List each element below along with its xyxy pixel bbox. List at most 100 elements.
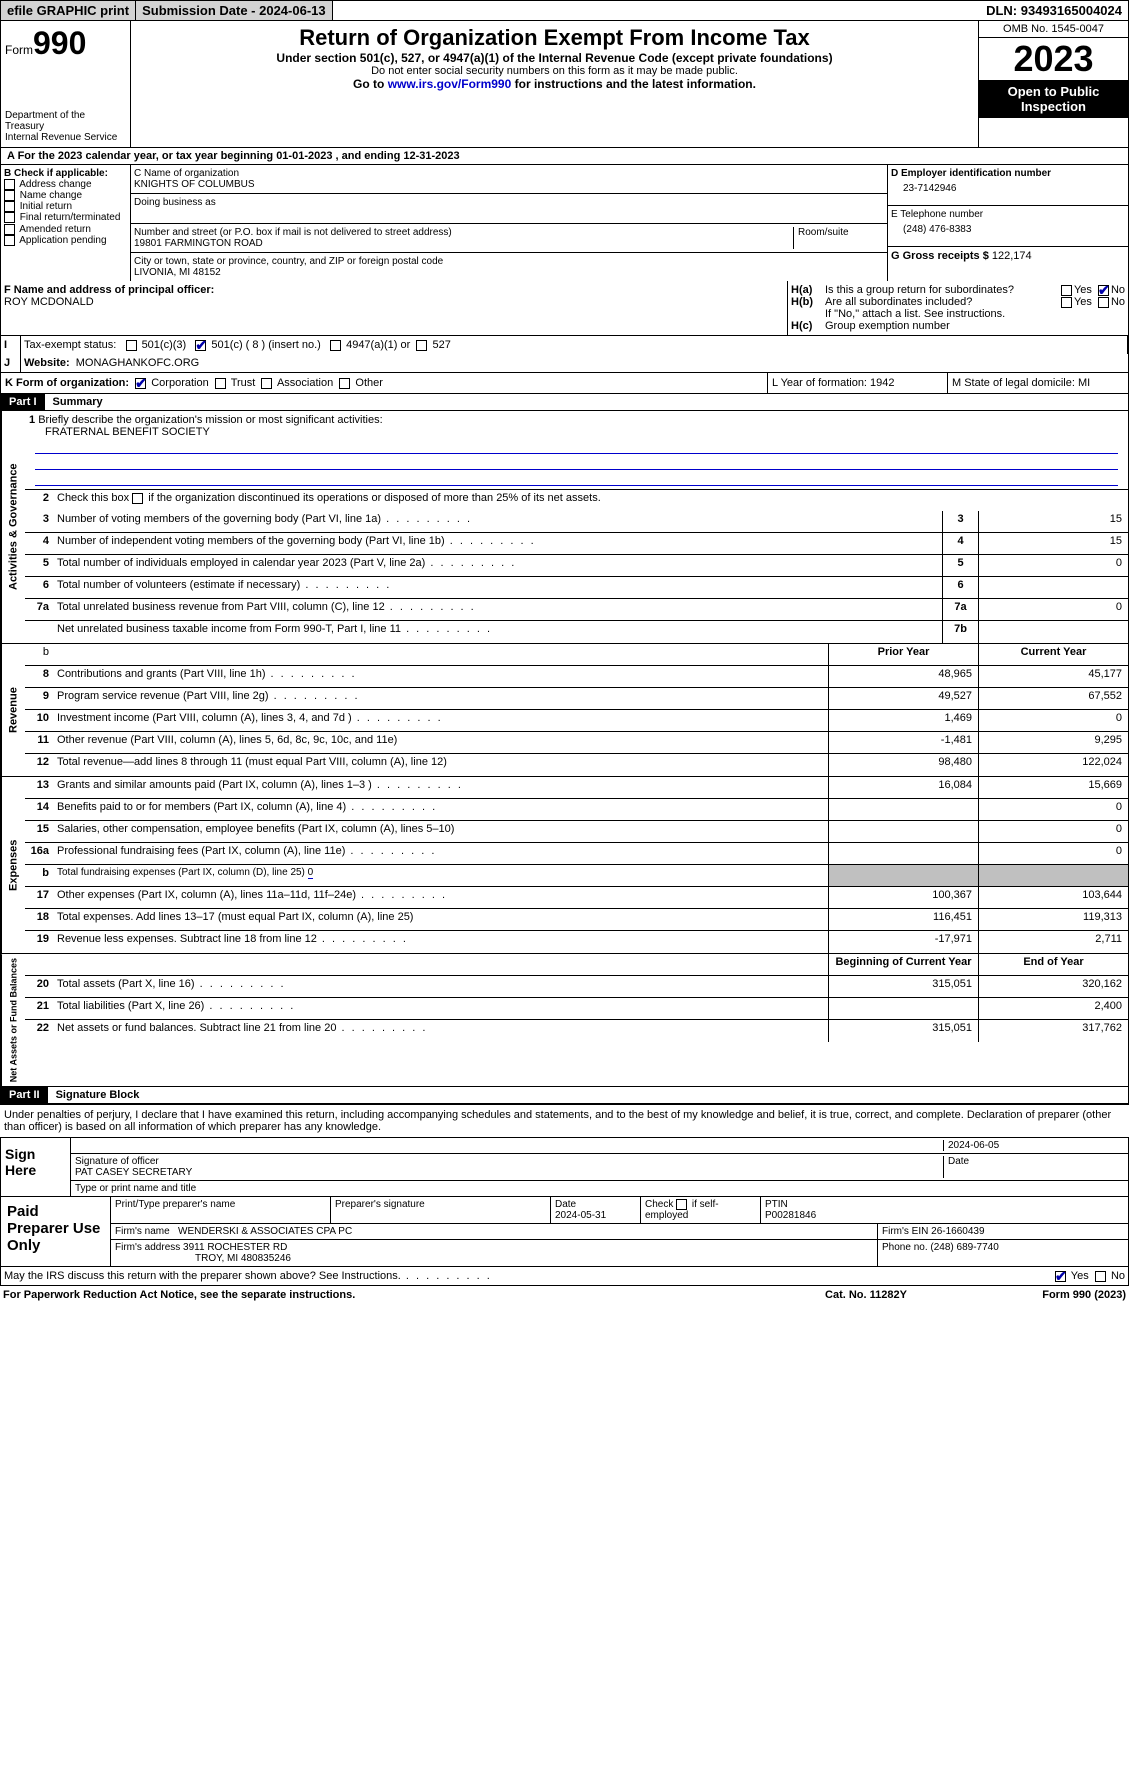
checkbox-icon [4,190,15,201]
vtab-governance: Activities & Governance [1,411,25,643]
state-domicile: M State of legal domicile: MI [948,373,1128,393]
sign-here-block: Sign Here 2024-06-05 Signature of office… [0,1137,1129,1197]
line6-val [978,577,1128,598]
part1-header: Part I Summary [0,394,1129,411]
chk-address[interactable]: Address change [4,179,127,190]
section-bcdefg: B Check if applicable: Address change Na… [0,165,1129,281]
column-cf: C Name of organization KNIGHTS OF COLUMB… [131,165,888,281]
checkbox-icon[interactable] [1061,285,1072,296]
vtab-expenses: Expenses [1,777,25,953]
part2-header: Part II Signature Block [0,1087,1129,1104]
checkbox-icon[interactable] [261,378,272,389]
tax-year: 2023 [979,38,1128,80]
chk-amended[interactable]: Amended return [4,224,127,235]
rule-line [35,454,1118,470]
discuss-row: May the IRS discuss this return with the… [0,1267,1129,1286]
b-title: B Check if applicable: [4,168,127,179]
gross-value: 122,174 [992,250,1032,262]
paperwork-notice: For Paperwork Reduction Act Notice, see … [3,1289,766,1301]
part2-tag: Part II [1,1087,48,1103]
chk-pending[interactable]: Application pending [4,235,127,246]
checkbox-icon[interactable] [1061,297,1072,308]
firm-addr1: 3911 ROCHESTER RD [183,1242,287,1253]
line1: 1 Briefly describe the organization's mi… [25,411,1128,489]
h-section: H(a) Is this a group return for subordin… [788,281,1128,335]
goto-line: Go to www.irs.gov/Form990 for instructio… [139,77,970,91]
part1-tag: Part I [1,394,45,410]
summary-expenses: Expenses 13Grants and similar amounts pa… [0,777,1129,954]
gross-box: G Gross receipts $ 122,174 [888,247,1128,265]
row-klm: K Form of organization: Corporation Trus… [0,373,1129,394]
checkbox-icon[interactable] [330,340,341,351]
officer-name: ROY MCDONALD [4,296,784,308]
chk-initial[interactable]: Initial return [4,201,127,212]
org-name-box: C Name of organization KNIGHTS OF COLUMB… [131,165,887,194]
line2: Check this box if the organization disco… [53,490,1128,511]
firm-addr2: TROY, MI 480835246 [115,1253,291,1264]
checkbox-icon[interactable] [416,340,427,351]
checkbox-checked-icon[interactable] [1098,285,1109,296]
open-public: Open to Public Inspection [979,80,1128,118]
firm-ein: 26-1660439 [931,1226,984,1237]
part2-title: Signature Block [48,1087,148,1103]
dba-box: Doing business as [131,194,887,224]
website-value: MONAGHANKOFC.ORG [76,357,199,369]
firm-name: WENDERSKI & ASSOCIATES CPA PC [178,1226,352,1237]
row-i: I Tax-exempt status: 501(c)(3) 501(c) ( … [0,336,1129,354]
form-number: Form990 [5,25,126,62]
col-current: Current Year [978,644,1128,665]
checkbox-icon[interactable] [339,378,350,389]
principal-officer: F Name and address of principal officer:… [1,281,788,335]
checkbox-checked-icon[interactable] [195,340,206,351]
row-fh: F Name and address of principal officer:… [0,281,1129,336]
checkbox-checked-icon[interactable] [135,378,146,389]
org-name: KNIGHTS OF COLUMBUS [134,179,884,190]
website: Website: MONAGHANKOFC.ORG [21,354,1128,372]
form-subtitle: Under section 501(c), 527, or 4947(a)(1)… [139,51,970,65]
vtab-netassets: Net Assets or Fund Balances [1,954,25,1086]
chk-name[interactable]: Name change [4,190,127,201]
top-bar: efile GRAPHIC print Submission Date - 20… [0,0,1129,21]
checkbox-icon[interactable] [1095,1271,1106,1282]
tel-box: E Telephone number (248) 476-8383 [888,206,1128,247]
vtab-revenue: Revenue [1,644,25,776]
checkbox-icon [4,235,15,246]
efile-label[interactable]: efile GRAPHIC print [1,1,136,20]
line7a-val: 0 [978,599,1128,620]
checkbox-icon[interactable] [132,493,143,504]
year-formation: L Year of formation: 1942 [768,373,948,393]
checkbox-icon[interactable] [215,378,226,389]
checkbox-icon [4,179,15,190]
sig-declaration: Under penalties of perjury, I declare th… [0,1104,1129,1137]
header-left: Form990 Department of the Treasury Inter… [1,21,131,147]
officer-signature: PAT CASEY SECRETARY [75,1167,943,1178]
col-prior: Prior Year [828,644,978,665]
paid-preparer-block: Paid Preparer Use Only Print/Type prepar… [0,1197,1129,1267]
dept-irs: Internal Revenue Service [5,132,126,143]
firm-phone: (248) 689-7740 [930,1242,998,1253]
col-end: End of Year [978,954,1128,975]
goto-link[interactable]: www.irs.gov/Form990 [388,77,512,91]
paid-preparer-label: Paid Preparer Use Only [1,1197,111,1266]
ptin: P00281846 [765,1210,816,1221]
omb-no: OMB No. 1545-0047 [979,21,1128,38]
checkbox-checked-icon[interactable] [1055,1271,1066,1282]
checkbox-icon[interactable] [1098,297,1109,308]
row-j: J Website: MONAGHANKOFC.ORG [0,354,1129,373]
city-box: City or town, state or province, country… [131,253,887,281]
line4-val: 15 [978,533,1128,554]
chk-final[interactable]: Final return/terminated [4,212,127,223]
checkbox-icon[interactable] [126,340,137,351]
line3-val: 15 [978,511,1128,532]
checkbox-icon[interactable] [676,1199,687,1210]
line5-val: 0 [978,555,1128,576]
checkbox-icon [4,224,15,235]
header-mid: Return of Organization Exempt From Incom… [131,21,978,147]
form-of-org: K Form of organization: Corporation Trus… [1,373,768,393]
page-footer: For Paperwork Reduction Act Notice, see … [0,1286,1129,1304]
ssn-note: Do not enter social security numbers on … [139,65,970,77]
checkbox-icon [4,201,15,212]
form-header: Form990 Department of the Treasury Inter… [0,21,1129,148]
line7b-val [978,621,1128,643]
submission-date: Submission Date - 2024-06-13 [136,1,333,20]
